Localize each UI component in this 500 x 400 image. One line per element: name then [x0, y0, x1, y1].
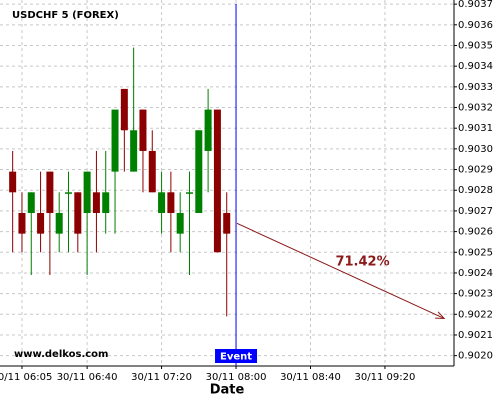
chart-title: USDCHF 5 (FOREX) — [12, 10, 119, 21]
x-tick-label: 30/11 08:40 — [280, 372, 341, 383]
x-tick-label: 30/11 07:20 — [131, 372, 192, 383]
arrow-head — [435, 311, 446, 319]
forecast-arrow — [236, 222, 445, 319]
candle-body — [185, 192, 193, 194]
candle-body — [139, 109, 147, 151]
y-tick-label: 0.9032 — [458, 103, 493, 114]
y-tick-label: 0.9021 — [458, 330, 493, 341]
candle-body — [148, 150, 156, 193]
x-tick-label: 30/11 06:05 — [0, 372, 52, 383]
event-label-box — [215, 349, 258, 363]
candle-body — [195, 130, 203, 213]
candle-body — [120, 88, 128, 131]
y-tick-label: 0.9033 — [458, 82, 493, 93]
y-tick-label: 0.9024 — [458, 268, 493, 279]
y-tick-label: 0.9036 — [458, 20, 493, 31]
y-tick-label: 0.9023 — [458, 289, 493, 300]
y-tick-label: 0.9027 — [458, 206, 493, 217]
candle-body — [204, 109, 212, 151]
x-tick-label: 30/11 06:40 — [57, 372, 118, 383]
candle-body — [223, 212, 231, 234]
y-tick-label: 0.9031 — [458, 123, 493, 134]
y-tick-label: 0.9022 — [458, 309, 493, 320]
y-tick-label: 0.9030 — [458, 144, 493, 155]
candle-body — [65, 192, 73, 194]
x-tick-label: 30/11 08:00 — [206, 372, 267, 383]
y-tick-label: 0.9026 — [458, 227, 493, 238]
candle-body — [37, 212, 45, 234]
candle-body — [27, 192, 35, 213]
y-tick-label: 0.9020 — [458, 351, 493, 362]
y-tick-label: 0.9025 — [458, 247, 493, 258]
candle-body — [74, 192, 82, 234]
y-tick-label: 0.9035 — [458, 40, 493, 51]
y-tick-label: 0.9037 — [458, 0, 493, 10]
candle-body — [9, 171, 17, 193]
candles — [9, 47, 231, 317]
candle-body — [213, 109, 221, 253]
candle-body — [92, 192, 100, 213]
x-axis-title: Date — [210, 383, 245, 398]
candle-body — [111, 109, 119, 172]
y-tick-label: 0.9029 — [458, 165, 493, 176]
y-tick-label: 0.9028 — [458, 185, 493, 196]
candle-body — [158, 192, 166, 213]
candle-body — [83, 171, 91, 213]
watermark: www.delkos.com — [14, 349, 108, 360]
candle-body — [176, 212, 184, 234]
candle-body — [102, 192, 110, 213]
y-tick-label: 0.9034 — [458, 61, 493, 72]
forecast-label: 71.42% — [335, 254, 389, 269]
candle-body — [167, 192, 175, 213]
candle-body — [46, 171, 54, 213]
candle-body — [18, 212, 26, 234]
candle-body — [130, 130, 138, 172]
event-label: Event — [220, 352, 252, 363]
candle-body — [55, 212, 63, 234]
x-tick-label: 30/11 09:20 — [355, 372, 416, 383]
